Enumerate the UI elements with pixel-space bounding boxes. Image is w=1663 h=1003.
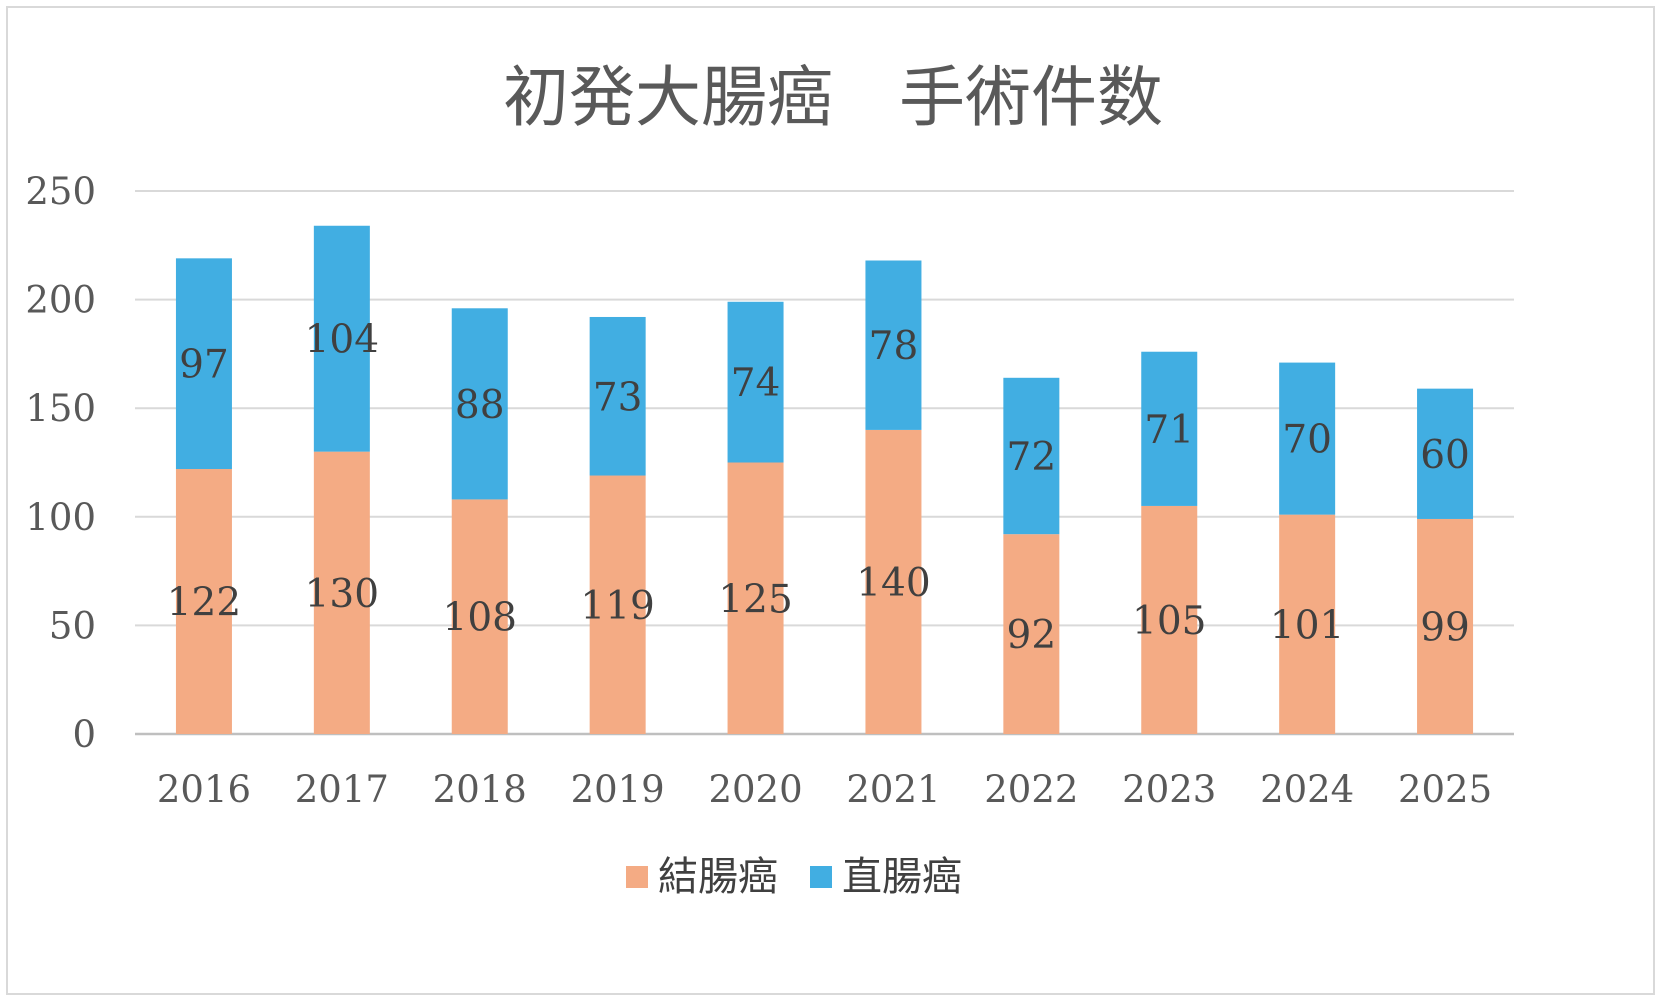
y-tick-label: 150 <box>25 387 96 430</box>
bar-rectum-2017 <box>313 225 370 452</box>
data-label: 101 <box>1270 603 1344 648</box>
bar-colon-2019 <box>589 475 646 734</box>
legend-swatch-rectum <box>810 866 832 888</box>
bar-rectum-2021 <box>865 260 922 430</box>
bar-rectum-2016 <box>175 258 232 470</box>
chart-frame: 初発大腸癌 手術件数 0 50 100 150 200 250 122 97 130 104 10… <box>6 6 1655 995</box>
data-label: 97 <box>179 343 229 388</box>
x-tick-label: 2024 <box>1260 768 1354 811</box>
y-tick-label: 50 <box>49 604 96 647</box>
y-tick-label: 200 <box>25 279 96 322</box>
x-tick-label: 2018 <box>433 768 527 811</box>
data-label: 92 <box>1007 613 1057 658</box>
bars <box>175 225 1474 734</box>
data-label: 72 <box>1007 435 1057 480</box>
bar-rectum-2020 <box>727 301 784 463</box>
y-tick-label: 100 <box>25 496 96 539</box>
bar-rectum-2019 <box>589 316 646 476</box>
data-label: 74 <box>731 361 781 406</box>
x-tick-label: 2023 <box>1122 768 1216 811</box>
y-tick-label: 250 <box>25 170 96 213</box>
data-label: 125 <box>718 577 792 622</box>
bar-rectum-2022 <box>1003 377 1060 535</box>
x-tick-label: 2020 <box>708 768 802 811</box>
data-label: 70 <box>1282 418 1332 463</box>
data-label: 78 <box>869 324 919 369</box>
x-tick-label: 2016 <box>157 768 251 811</box>
data-label: 99 <box>1420 605 1470 650</box>
data-label: 88 <box>455 383 505 428</box>
bar-colon-2025 <box>1417 518 1474 734</box>
bar-colon-2021 <box>865 429 922 734</box>
bar-rectum-2025 <box>1417 388 1474 519</box>
bar-colon-2016 <box>175 469 232 734</box>
data-label: 105 <box>1132 599 1206 644</box>
data-labels: 122 97 130 104 108 88 119 73 125 74 140 78 92 72 105 71… <box>167 318 1470 658</box>
data-label: 108 <box>443 596 517 641</box>
legend-label: 直腸癌 <box>842 854 962 900</box>
bar-rectum-2024 <box>1279 362 1336 515</box>
data-label: 104 <box>305 318 379 363</box>
bar-colon-2018 <box>451 499 508 734</box>
x-tick-label: 2025 <box>1398 768 1492 811</box>
data-label: 71 <box>1144 408 1194 453</box>
legend-label: 結腸癌 <box>658 854 778 900</box>
stacked-bar-chart: 初発大腸癌 手術件数 0 50 100 150 200 250 122 97 130 104 10… <box>25 59 1514 900</box>
bar-colon-2024 <box>1279 514 1336 734</box>
data-label: 119 <box>580 584 654 629</box>
data-label: 73 <box>593 375 643 420</box>
x-tick-label: 2017 <box>295 768 389 811</box>
chart-title: 初発大腸癌 手術件数 <box>503 59 1163 136</box>
legend: 結腸癌 直腸癌 <box>626 854 962 900</box>
x-axis-ticks: 2016 2017 2018 2019 2020 2021 2022 2023 2024 2025 <box>157 768 1492 811</box>
data-label: 130 <box>305 572 379 617</box>
y-axis-ticks: 0 50 100 150 200 250 <box>25 170 96 756</box>
x-tick-label: 2019 <box>571 768 665 811</box>
bar-colon-2020 <box>727 462 784 734</box>
bar-colon-2017 <box>313 451 370 734</box>
bar-colon-2022 <box>1003 534 1060 734</box>
x-tick-label: 2022 <box>984 768 1078 811</box>
bar-rectum-2023 <box>1141 351 1198 506</box>
y-tick-label: 0 <box>72 713 96 756</box>
data-label: 60 <box>1420 433 1470 478</box>
x-tick-label: 2021 <box>846 768 940 811</box>
data-label: 122 <box>167 581 241 626</box>
data-label: 140 <box>856 561 930 606</box>
bar-rectum-2018 <box>451 308 508 500</box>
legend-swatch-colon <box>626 866 648 888</box>
bar-colon-2023 <box>1141 505 1198 734</box>
